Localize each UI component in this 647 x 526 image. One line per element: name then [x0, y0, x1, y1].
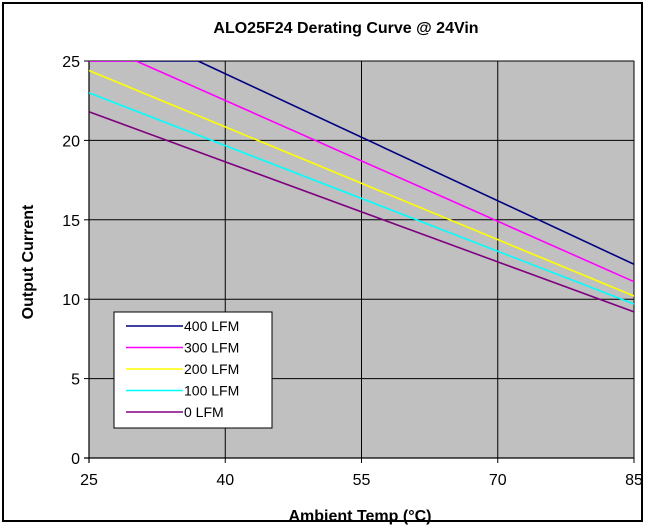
- x-tick-label: 25: [80, 472, 98, 489]
- y-tick-label: 0: [71, 451, 80, 468]
- x-tick-label: 70: [489, 472, 507, 489]
- legend-box: [113, 311, 273, 429]
- series-line: [89, 69, 634, 297]
- series-line: [89, 61, 634, 283]
- legend: 400 LFM 300 LFM 200 LFM 100 LFM 0 LFM: [113, 311, 273, 429]
- y-tick-label: 15: [62, 213, 80, 230]
- series-line: [89, 111, 634, 313]
- series-group: [89, 61, 634, 313]
- legend-label: 200 LFM: [184, 361, 239, 377]
- x-tick-label: 85: [625, 472, 643, 489]
- chart-title: ALO25F24 Derating Curve @ 24Vin: [213, 20, 478, 37]
- x-tick-label: 40: [216, 472, 234, 489]
- y-tick-label: 20: [62, 133, 80, 150]
- y-tick-label: 5: [71, 372, 80, 389]
- legend-label: 300 LFM: [184, 340, 239, 356]
- series-line: [89, 61, 634, 266]
- y-tick-label: 25: [62, 54, 80, 71]
- series-line: [89, 92, 634, 305]
- legend-label: 0 LFM: [184, 404, 224, 420]
- x-tick-label: 55: [353, 472, 371, 489]
- y-axis-title: Output Current: [20, 204, 37, 319]
- legend-label: 400 LFM: [184, 318, 239, 334]
- legend-label: 100 LFM: [184, 383, 239, 399]
- x-axis-title: Ambient Temp (°C): [289, 508, 432, 525]
- y-tick-label: 10: [62, 292, 80, 309]
